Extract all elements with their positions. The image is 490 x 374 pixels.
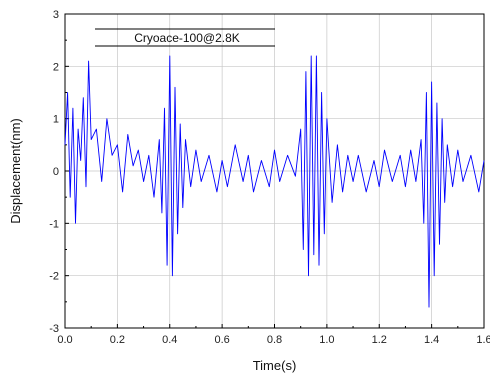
x-tick-label: 1.6 (476, 334, 490, 346)
x-tick-label: 0.0 (57, 334, 72, 346)
x-tick-label: 0.2 (110, 334, 125, 346)
x-tick-label: 0.8 (267, 334, 282, 346)
y-tick-label: 3 (53, 9, 59, 21)
grid (65, 14, 484, 328)
x-axis-label: Time(s) (253, 358, 297, 373)
legend-label: Cryoace-100@2.8K (134, 31, 240, 45)
series-line (64, 55, 485, 308)
x-tick-label: 1.4 (424, 334, 439, 346)
legend: Cryoace-100@2.8K (95, 28, 275, 47)
y-tick-label: -2 (49, 271, 59, 283)
y-tick-label: 2 (53, 61, 59, 73)
y-tick-label: 1 (53, 114, 59, 126)
y-tick-label: 0 (53, 166, 59, 178)
x-tick-label: 0.4 (162, 334, 177, 346)
x-tick-label: 0.6 (214, 334, 229, 346)
x-tick-label: 1.2 (372, 334, 387, 346)
y-tick-label: -3 (49, 323, 59, 335)
x-tick-label: 1.0 (319, 334, 334, 346)
y-axis-label: Displacement(nm) (8, 118, 23, 223)
axis-ticks: 0.0 0.2 0.4 0.6 0.8 1.0 1.2 1.4 1.6 3 2 1 0 -1 -2 -3 (49, 9, 490, 346)
series-layer (64, 55, 485, 308)
y-tick-label: -1 (49, 218, 59, 230)
